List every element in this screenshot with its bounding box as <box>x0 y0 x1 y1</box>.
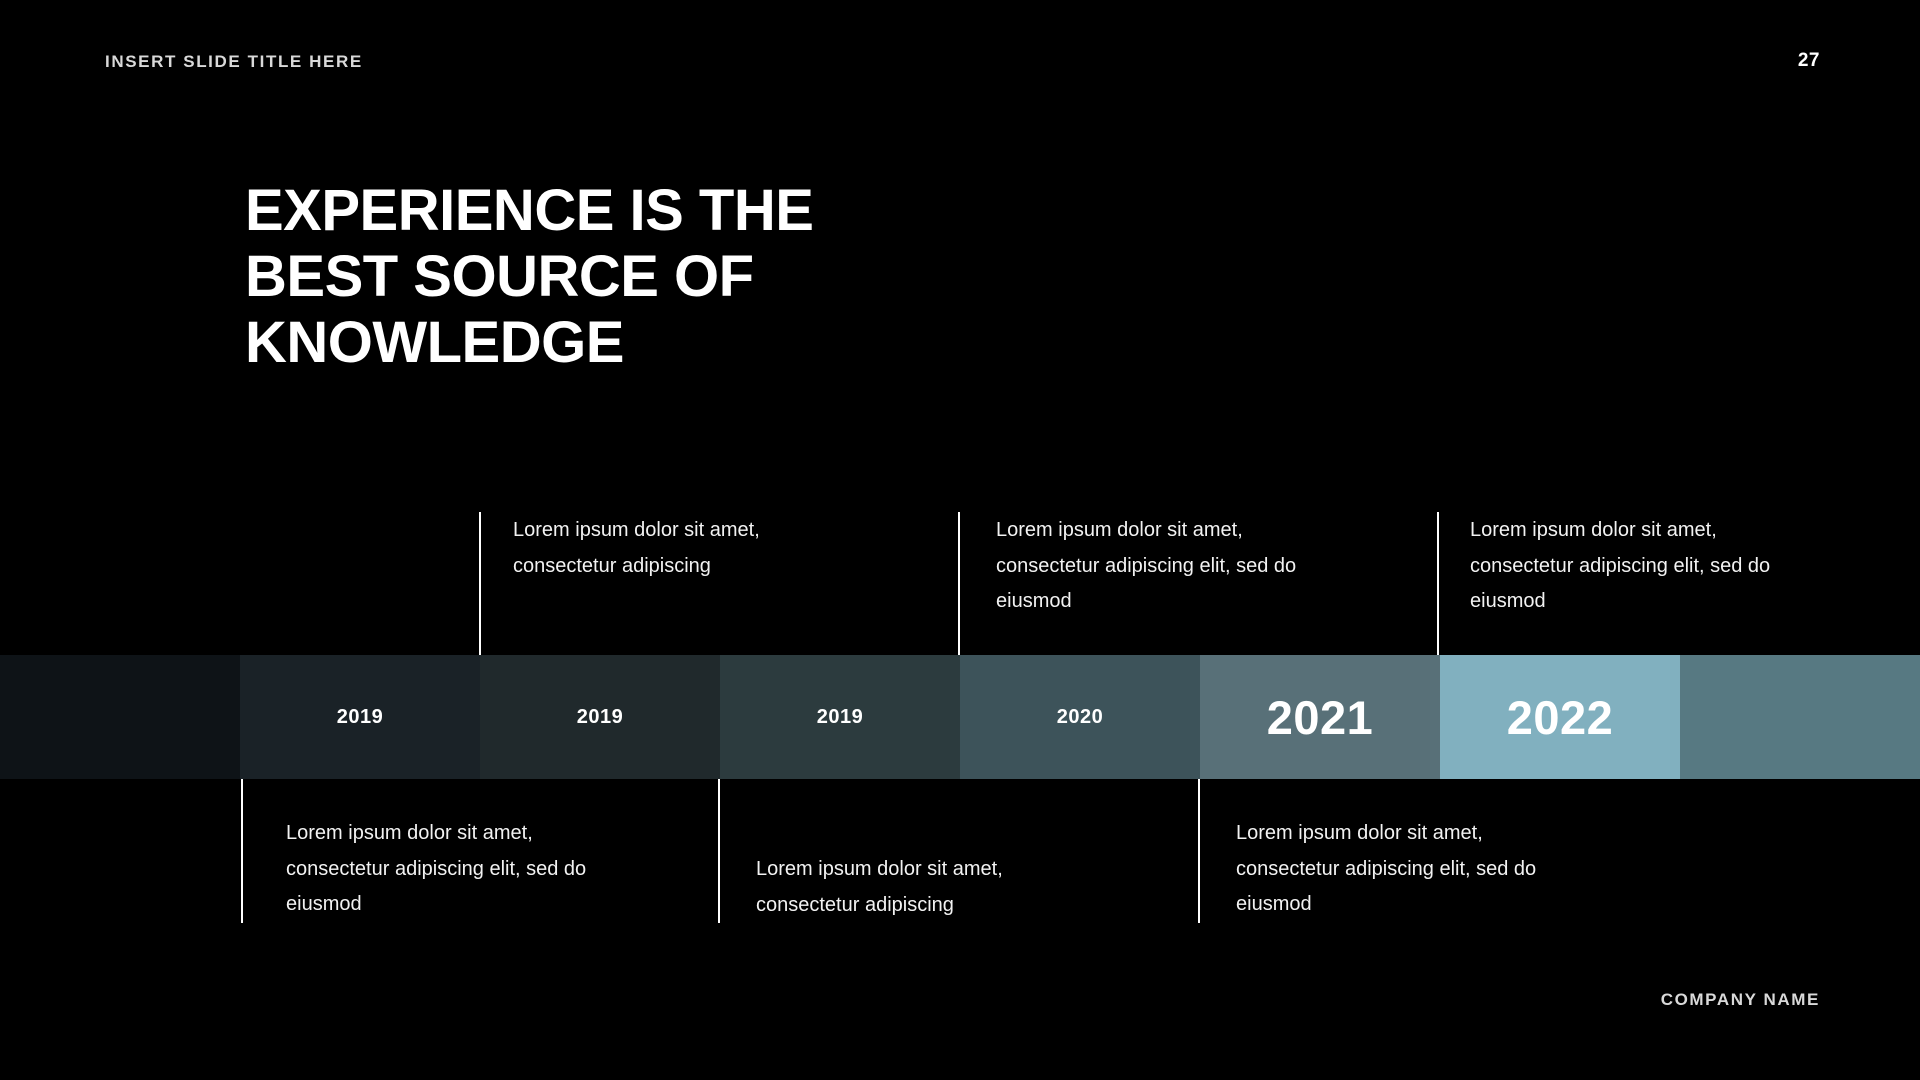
headline-line-3: KNOWLEDGE <box>245 310 624 375</box>
timeline-segment-1[interactable] <box>0 655 240 779</box>
slide-page-number: 27 <box>1797 50 1820 71</box>
callout-bottom-1-line-1: Lorem ipsum dolor sit amet, <box>286 822 533 844</box>
callout-top-1: Lorem ipsum dolor sit amet, consectetur … <box>513 513 933 584</box>
slide-header-title: INSERT SLIDE TITLE HERE <box>105 52 363 71</box>
timeline-segment-3[interactable]: 2019 <box>480 655 720 779</box>
headline-line-2: BEST SOURCE OF <box>245 244 754 309</box>
callout-top-2: Lorem ipsum dolor sit amet, consectetur … <box>996 513 1416 620</box>
callout-top-2-line-3: eiusmod <box>996 590 1072 612</box>
callout-bottom-1-line-2: consectetur adipiscing elit, sed do <box>286 857 587 880</box>
company-name-footer: COMPANY NAME <box>1660 990 1820 1009</box>
connector-line-top-1 <box>479 512 481 655</box>
callout-bottom-3: Lorem ipsum dolor sit amet, consectetur … <box>1236 816 1656 923</box>
callout-bottom-3-line-1: Lorem ipsum dolor sit amet, <box>1236 822 1483 844</box>
callout-bottom-1: Lorem ipsum dolor sit amet, consectetur … <box>286 816 706 923</box>
timeline-segment-6-year: 2021 <box>1266 690 1374 744</box>
callout-top-3: Lorem ipsum dolor sit amet, consectetur … <box>1470 513 1890 620</box>
callout-top-2-line-1: Lorem ipsum dolor sit amet, <box>996 519 1243 541</box>
timeline-segment-2[interactable]: 2019 <box>240 655 480 779</box>
timeline-segment-3-year: 2019 <box>576 706 624 728</box>
callout-top-2-line-2: consectetur adipiscing elit, sed do <box>996 554 1297 577</box>
callout-bottom-2: Lorem ipsum dolor sit amet, consectetur … <box>756 852 1176 923</box>
callout-bottom-1-line-3: eiusmod <box>286 893 362 915</box>
headline-line-1: EXPERIENCE IS THE <box>245 178 814 243</box>
connector-line-bottom-2 <box>718 779 720 923</box>
timeline-segment-4[interactable]: 2019 <box>720 655 960 779</box>
connector-line-top-3 <box>1437 512 1439 655</box>
callout-top-3-line-1: Lorem ipsum dolor sit amet, <box>1470 519 1717 541</box>
timeline-segment-7-year: 2022 <box>1506 690 1614 744</box>
timeline-segment-5-year: 2020 <box>1056 706 1104 728</box>
timeline-segment-7[interactable]: 2022 <box>1440 655 1680 779</box>
callout-top-1-line-1: Lorem ipsum dolor sit amet, <box>513 519 760 541</box>
timeline-segment-4-year: 2019 <box>816 706 864 728</box>
timeline-segment-6[interactable]: 2021 <box>1200 655 1440 779</box>
connector-line-top-2 <box>958 512 960 655</box>
timeline-segment-8[interactable] <box>1680 655 1920 779</box>
callout-bottom-2-line-1: Lorem ipsum dolor sit amet, <box>756 858 1003 880</box>
connector-line-bottom-1 <box>241 779 243 923</box>
callout-bottom-2-line-2: consectetur adipiscing <box>756 893 954 916</box>
callout-top-3-line-2: consectetur adipiscing elit, sed do <box>1470 554 1771 577</box>
page-title: EXPERIENCE IS THE BEST SOURCE OF KNOWLED… <box>245 178 1005 376</box>
callout-top-3-line-3: eiusmod <box>1470 590 1546 612</box>
timeline-band: 2019 2019 2019 2020 2021 2022 <box>0 655 1920 779</box>
callout-bottom-3-line-3: eiusmod <box>1236 893 1312 915</box>
connector-line-bottom-3 <box>1198 779 1200 923</box>
timeline-segment-2-year: 2019 <box>336 706 384 728</box>
timeline-segment-5[interactable]: 2020 <box>960 655 1200 779</box>
callout-bottom-3-line-2: consectetur adipiscing elit, sed do <box>1236 857 1537 880</box>
callout-top-1-line-2: consectetur adipiscing <box>513 554 711 577</box>
